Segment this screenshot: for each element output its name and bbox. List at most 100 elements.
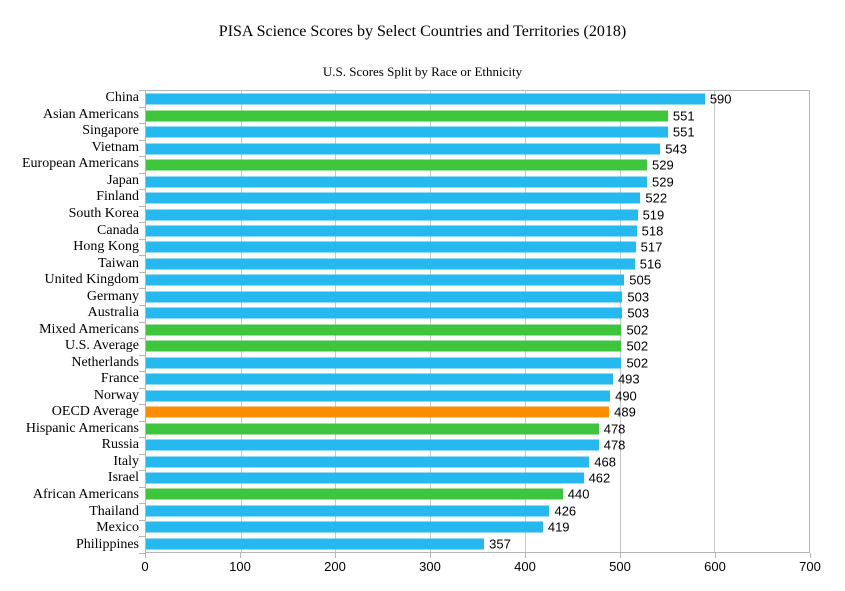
value-label: 518: [641, 223, 664, 239]
category-label: France: [100, 371, 139, 387]
value-label: 517: [640, 239, 663, 255]
bar: [146, 357, 622, 369]
gridline-200: [335, 91, 337, 552]
bar: [146, 406, 610, 418]
bar-series: 590 551 551 543 529 529 522 519 518 517 516 505 503 5…: [146, 91, 809, 552]
category-tick: [139, 453, 145, 455]
bar-row: 489: [146, 404, 809, 420]
bar-row: 517: [146, 239, 809, 255]
category-label: Canada: [97, 222, 139, 238]
value-label: 462: [588, 470, 611, 486]
bar: [146, 439, 599, 451]
category-label: Taiwan: [97, 255, 139, 271]
value-tick-label: 700: [799, 559, 821, 574]
bar-row: 503: [146, 289, 809, 305]
bar: [146, 291, 623, 303]
gridline-400: [524, 91, 526, 552]
value-label: 357: [489, 536, 511, 552]
bar-row: 551: [146, 124, 809, 140]
value-label: 493: [617, 371, 640, 387]
value-tick-label: 300: [419, 559, 441, 574]
bar-row: 529: [146, 173, 809, 189]
category-tick: [139, 90, 145, 91]
category-label: United Kingdom: [44, 272, 140, 288]
bar-row: 590: [146, 91, 809, 107]
category-label: Thailand: [89, 503, 139, 519]
value-label: 468: [594, 454, 616, 470]
value-label: 502: [626, 355, 649, 371]
category-label: Hispanic Americans: [25, 420, 139, 436]
bar-row: 551: [146, 107, 809, 123]
value-label: 551: [672, 124, 695, 140]
category-label: Netherlands: [71, 354, 139, 370]
category-label: Singapore: [82, 123, 139, 139]
bar-row: 503: [146, 305, 809, 321]
value-label: 503: [627, 289, 650, 305]
category-tick: [139, 553, 145, 554]
bar: [146, 110, 668, 122]
bar-row: 462: [146, 470, 809, 486]
bar: [146, 307, 623, 319]
category-tick: [139, 486, 145, 488]
category-tick: [139, 338, 145, 340]
category-label: Mixed Americans: [39, 321, 139, 337]
value-label: 490: [615, 388, 637, 404]
category-tick: [139, 503, 145, 505]
value-axis-ticks: [145, 553, 811, 558]
value-tick-label: 500: [609, 559, 631, 574]
value-tick: [810, 553, 811, 558]
category-label: Australia: [87, 305, 139, 321]
category-label: U.S. Average: [65, 338, 139, 354]
category-tick: [139, 437, 145, 439]
category-label: Italy: [113, 453, 139, 469]
value-tick-label: 0: [141, 559, 149, 574]
category-tick: [139, 255, 145, 257]
value-label: 502: [626, 322, 649, 338]
bar-row: 426: [146, 503, 809, 519]
bar-row: 478: [146, 420, 809, 436]
category-label: Japan: [107, 172, 139, 188]
bar-row: 419: [146, 519, 809, 535]
bar: [146, 488, 563, 500]
value-tick: [240, 553, 241, 558]
category-label: China: [105, 90, 139, 106]
value-tick-label: 100: [229, 559, 251, 574]
plot-area: 590 551 551 543 529 529 522 519 518 517 516 505 503 5…: [145, 90, 810, 553]
value-label: 478: [603, 437, 626, 453]
value-tick: [620, 553, 621, 558]
category-label: Israel: [107, 470, 139, 486]
category-tick: [139, 222, 145, 224]
bar-row: 529: [146, 157, 809, 173]
bar-row: 519: [146, 206, 809, 222]
category-label: South Korea: [68, 205, 139, 221]
value-label: 522: [645, 190, 668, 206]
value-label: 489: [614, 404, 636, 420]
bar: [146, 241, 636, 253]
value-label: 543: [665, 141, 687, 157]
bar: [146, 521, 543, 533]
category-tick: [139, 536, 145, 538]
chart-title: PISA Science Scores by Select Countries …: [218, 23, 627, 40]
bar-row: 518: [146, 223, 809, 239]
bar: [146, 423, 599, 435]
value-label: 529: [652, 157, 674, 173]
category-tick: [139, 420, 145, 422]
bar: [146, 93, 705, 105]
bar-row: 502: [146, 322, 809, 338]
value-label: 502: [626, 338, 649, 354]
category-tick: [139, 519, 145, 521]
value-tick: [525, 553, 526, 558]
category-label: Norway: [93, 387, 139, 403]
category-tick: [139, 271, 145, 273]
bar: [146, 373, 613, 385]
value-label: 516: [639, 256, 662, 272]
value-tick: [145, 553, 146, 558]
category-tick: [139, 156, 145, 158]
value-label: 551: [672, 108, 695, 124]
value-label: 505: [629, 272, 651, 288]
bar: [146, 340, 622, 352]
category-tick: [139, 371, 145, 373]
bar: [146, 192, 641, 204]
category-label: OECD Average: [51, 404, 139, 420]
